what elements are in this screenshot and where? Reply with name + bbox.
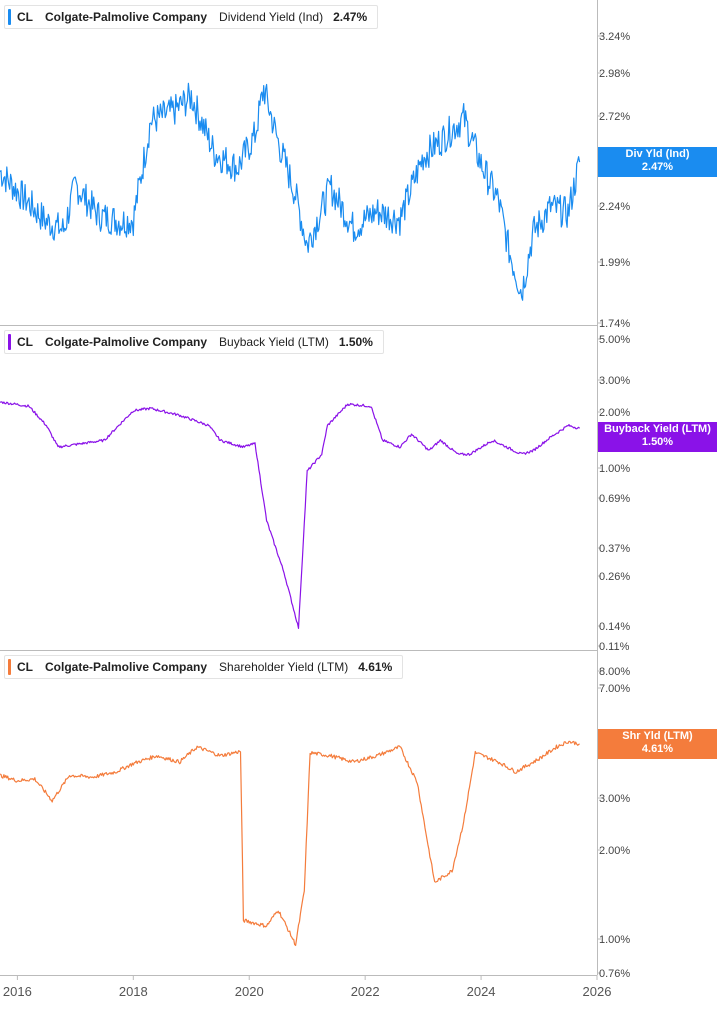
tag-label: Div Yld (Ind): [625, 148, 690, 160]
legend-shareholder-yield: CL Colgate-Palmolive Company Shareholder…: [4, 655, 404, 679]
last-value-tag-dividend: Div Yld (Ind) 2.47%: [598, 147, 717, 177]
legend-company: Colgate-Palmolive Company: [45, 10, 208, 24]
y-tick-label: 1.74%: [599, 318, 630, 330]
y-tick-label: 8.00%: [599, 666, 630, 678]
y-tick-label: 7.00%: [599, 683, 630, 695]
x-tick-label: 2024: [467, 984, 496, 999]
y-tick-label: 1.99%: [599, 257, 630, 269]
y-tick-label: 3.00%: [599, 793, 630, 805]
tag-value: 1.50%: [641, 436, 674, 448]
legend-company: Colgate-Palmolive Company: [45, 660, 208, 674]
tag-label: Shr Yld (LTM): [622, 730, 693, 742]
legend-value: 4.61%: [358, 660, 393, 674]
x-tick-label: 2020: [235, 984, 264, 999]
series-line: [0, 740, 580, 947]
y-tick-label: 2.00%: [599, 407, 630, 419]
y-tick-label: 2.98%: [599, 68, 630, 80]
y-tick-label: 2.24%: [599, 201, 630, 213]
legend-buyback-yield: CL Colgate-Palmolive Company Buyback Yie…: [4, 330, 384, 354]
legend-swatch: [8, 334, 11, 350]
y-tick-label: 2.72%: [599, 111, 630, 123]
series-line: [0, 82, 581, 301]
x-tick-label: 2022: [351, 984, 380, 999]
series-line: [0, 401, 581, 629]
tag-value: 4.61%: [641, 743, 674, 755]
y-tick-label: 3.24%: [599, 31, 630, 43]
legend-company: Colgate-Palmolive Company: [45, 335, 208, 349]
y-tick-label: 5.00%: [599, 334, 630, 346]
last-value-tag-shareholder: Shr Yld (LTM) 4.61%: [598, 729, 717, 759]
y-tick-label: 1.00%: [599, 463, 630, 475]
legend-value: 1.50%: [338, 335, 373, 349]
legend-metric: Buyback Yield (LTM): [219, 335, 329, 349]
y-tick-label: 2.00%: [599, 845, 630, 857]
y-tick-label: 0.69%: [599, 493, 630, 505]
y-tick-label: 0.37%: [599, 543, 630, 555]
y-tick-label: 0.14%: [599, 621, 630, 633]
x-tick-label: 2018: [119, 984, 148, 999]
legend-metric: Shareholder Yield (LTM): [219, 660, 349, 674]
y-tick-label: 1.00%: [599, 934, 630, 946]
legend-ticker: CL: [17, 10, 33, 24]
tag-label: Buyback Yield (LTM): [604, 423, 711, 435]
legend-metric: Dividend Yield (Ind): [219, 10, 324, 24]
legend-dividend-yield: CL Colgate-Palmolive Company Dividend Yi…: [4, 5, 379, 29]
y-tick-label: 0.76%: [599, 968, 630, 980]
x-tick-label: 2016: [3, 984, 32, 999]
tag-value: 2.47%: [641, 161, 674, 173]
legend-value: 2.47%: [333, 10, 368, 24]
y-tick-label: 0.11%: [599, 641, 630, 653]
legend-ticker: CL: [17, 660, 33, 674]
legend-swatch: [8, 659, 11, 675]
y-tick-label: 0.26%: [599, 571, 630, 583]
legend-ticker: CL: [17, 335, 33, 349]
y-tick-label: 3.00%: [599, 375, 630, 387]
legend-swatch: [8, 9, 11, 25]
last-value-tag-buyback: Buyback Yield (LTM) 1.50%: [598, 422, 717, 452]
x-tick-label: 2026: [583, 984, 612, 999]
